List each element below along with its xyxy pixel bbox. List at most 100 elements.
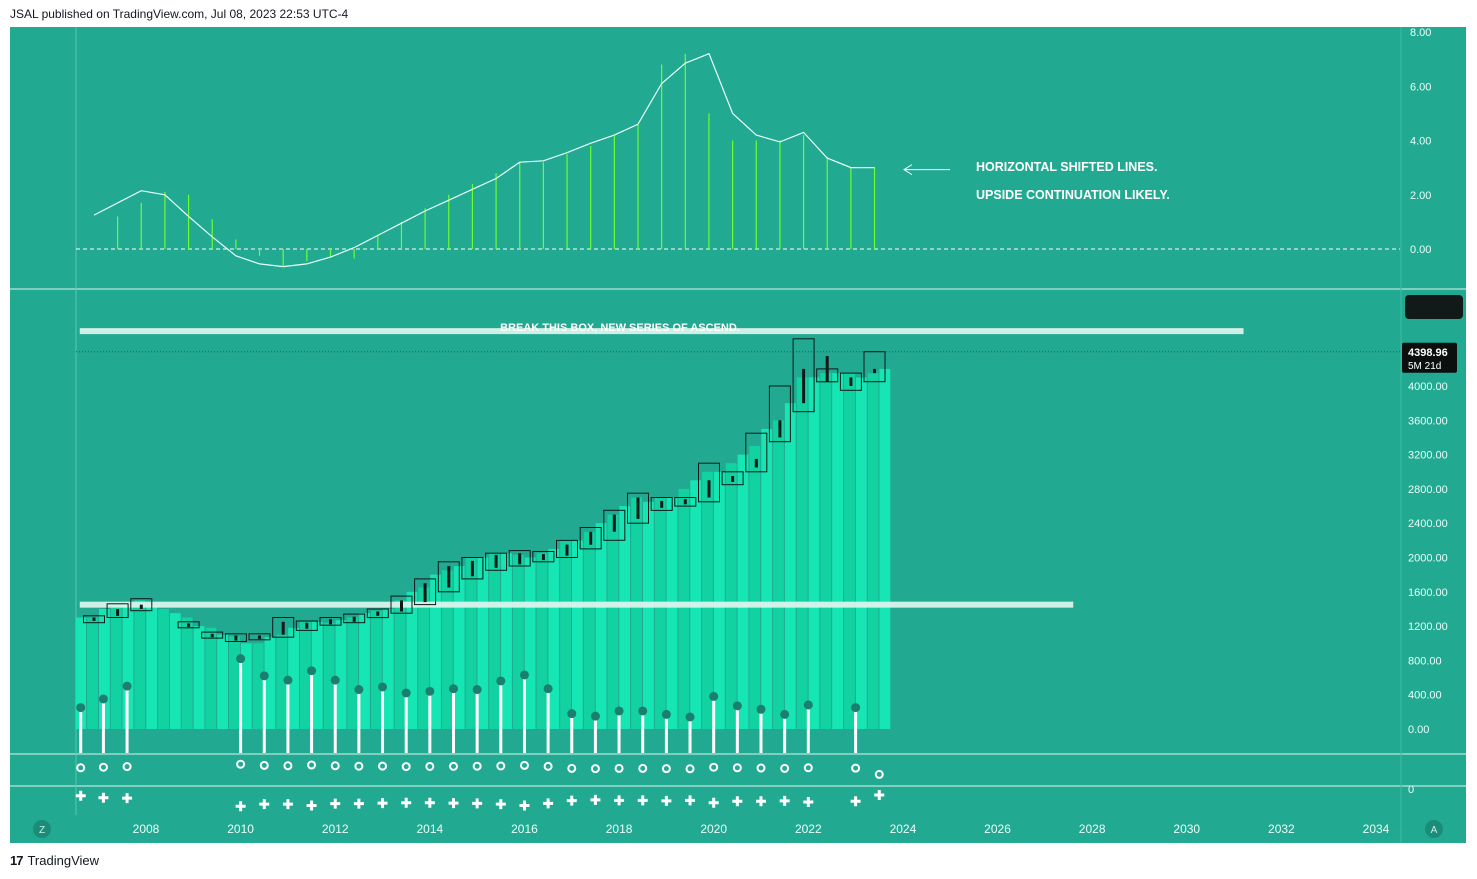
price-y-tick: 800.00 xyxy=(1408,655,1442,667)
last-price-tag xyxy=(1402,342,1457,373)
circle-marker xyxy=(98,762,108,772)
circle-marker xyxy=(330,761,340,771)
lollipop-head xyxy=(780,709,790,719)
indicator-line xyxy=(93,52,875,268)
cross-marker xyxy=(874,790,885,800)
price-bar xyxy=(418,587,430,729)
x-tick-label: 2028 xyxy=(1079,822,1106,836)
candle-box xyxy=(390,595,413,614)
cross-marker xyxy=(590,794,601,805)
candle-wick xyxy=(518,553,522,565)
price-bar xyxy=(311,621,323,729)
price-bar xyxy=(110,604,122,729)
circle-marker xyxy=(76,763,86,773)
price-bar xyxy=(347,617,359,729)
candle-box xyxy=(414,578,437,606)
candle-wick xyxy=(494,554,498,568)
x-tick-label: 2016 xyxy=(511,822,538,836)
candle-box xyxy=(603,509,626,541)
candle-wick xyxy=(707,480,711,498)
price-bar xyxy=(134,600,146,729)
price-y-tick: 400.00 xyxy=(1408,690,1442,702)
indicator-y-tick: 4.00 xyxy=(1410,136,1431,148)
price-panel xyxy=(75,328,1400,753)
cross-marker xyxy=(850,796,861,807)
price-bar xyxy=(725,463,737,729)
lollipop-head xyxy=(354,685,364,695)
brand-label: TradingView xyxy=(27,853,100,868)
candle-box xyxy=(532,551,555,563)
circle-marker xyxy=(732,763,742,773)
cross-marker xyxy=(75,790,86,801)
price-bar xyxy=(654,497,666,729)
circle-marker xyxy=(283,761,293,771)
price-bar xyxy=(619,506,631,729)
price-bar xyxy=(595,523,607,729)
lollipop-head xyxy=(496,676,506,686)
last-price-period: 5M 21d xyxy=(1408,361,1441,372)
candle-box xyxy=(83,615,105,624)
circle-marker xyxy=(638,763,648,773)
candle-box xyxy=(745,432,768,473)
circle-marker xyxy=(354,761,364,771)
lollipop-head xyxy=(756,704,766,714)
price-bar xyxy=(761,428,773,729)
price-bar xyxy=(158,609,169,729)
cross-marker xyxy=(566,795,577,806)
candle-wick xyxy=(565,544,569,556)
candle-box xyxy=(863,351,886,383)
panel-separators xyxy=(10,27,1466,843)
price-bar xyxy=(406,591,418,729)
price-bar xyxy=(323,622,335,729)
price-scale-badge xyxy=(1405,295,1463,319)
candle-wick xyxy=(754,458,758,468)
candle-wick xyxy=(778,420,782,438)
candle-wick xyxy=(329,619,332,625)
price-bar xyxy=(714,471,725,730)
candle-wick xyxy=(873,368,876,374)
candle-wick xyxy=(802,368,806,404)
x-tick-label: 2018 xyxy=(606,822,633,836)
lollipop-head xyxy=(401,688,411,698)
price-bar xyxy=(169,613,181,729)
corner-button-left xyxy=(33,820,51,838)
x-tick-label: 2026 xyxy=(984,822,1011,836)
price-bar xyxy=(524,557,536,729)
price-y-tick: 1200.00 xyxy=(1408,621,1448,633)
cross-marker xyxy=(708,797,719,808)
price-bar xyxy=(773,420,784,729)
candle-box xyxy=(248,633,271,641)
lollipop-head xyxy=(803,700,813,710)
candle-box xyxy=(272,617,295,638)
cross-marker xyxy=(122,793,133,804)
candle-wick xyxy=(660,500,664,508)
indicator-y-tick: 2.00 xyxy=(1410,190,1431,202)
circle-marker xyxy=(803,763,813,773)
price-bar xyxy=(87,617,98,729)
circle-marker xyxy=(756,763,766,773)
cross-marker xyxy=(448,798,459,809)
cross-marker xyxy=(614,795,625,806)
circle-marker xyxy=(851,763,861,773)
last-price-value: 4398.96 xyxy=(1408,347,1448,359)
price-bar xyxy=(702,471,713,730)
price-bar xyxy=(252,643,264,730)
price-bar xyxy=(240,643,252,730)
lollipop-head xyxy=(330,675,340,685)
candle-box xyxy=(319,617,342,626)
circle-marker xyxy=(122,762,132,772)
price-bar xyxy=(146,604,158,729)
candle-box xyxy=(698,462,720,503)
candle-wick xyxy=(825,356,829,382)
lollipop-head xyxy=(122,681,132,691)
candle-box xyxy=(224,633,247,642)
tradingview-brand[interactable]: 17 TradingView xyxy=(10,853,99,868)
price-bar xyxy=(465,557,477,729)
price-bar xyxy=(382,609,394,729)
candle-wick xyxy=(683,499,687,505)
cross-marker xyxy=(330,798,341,809)
price-bar xyxy=(548,548,560,729)
annotation-text: UPSIDE CONTINUATION LIKELY. xyxy=(976,188,1170,202)
price-bar xyxy=(501,553,512,729)
